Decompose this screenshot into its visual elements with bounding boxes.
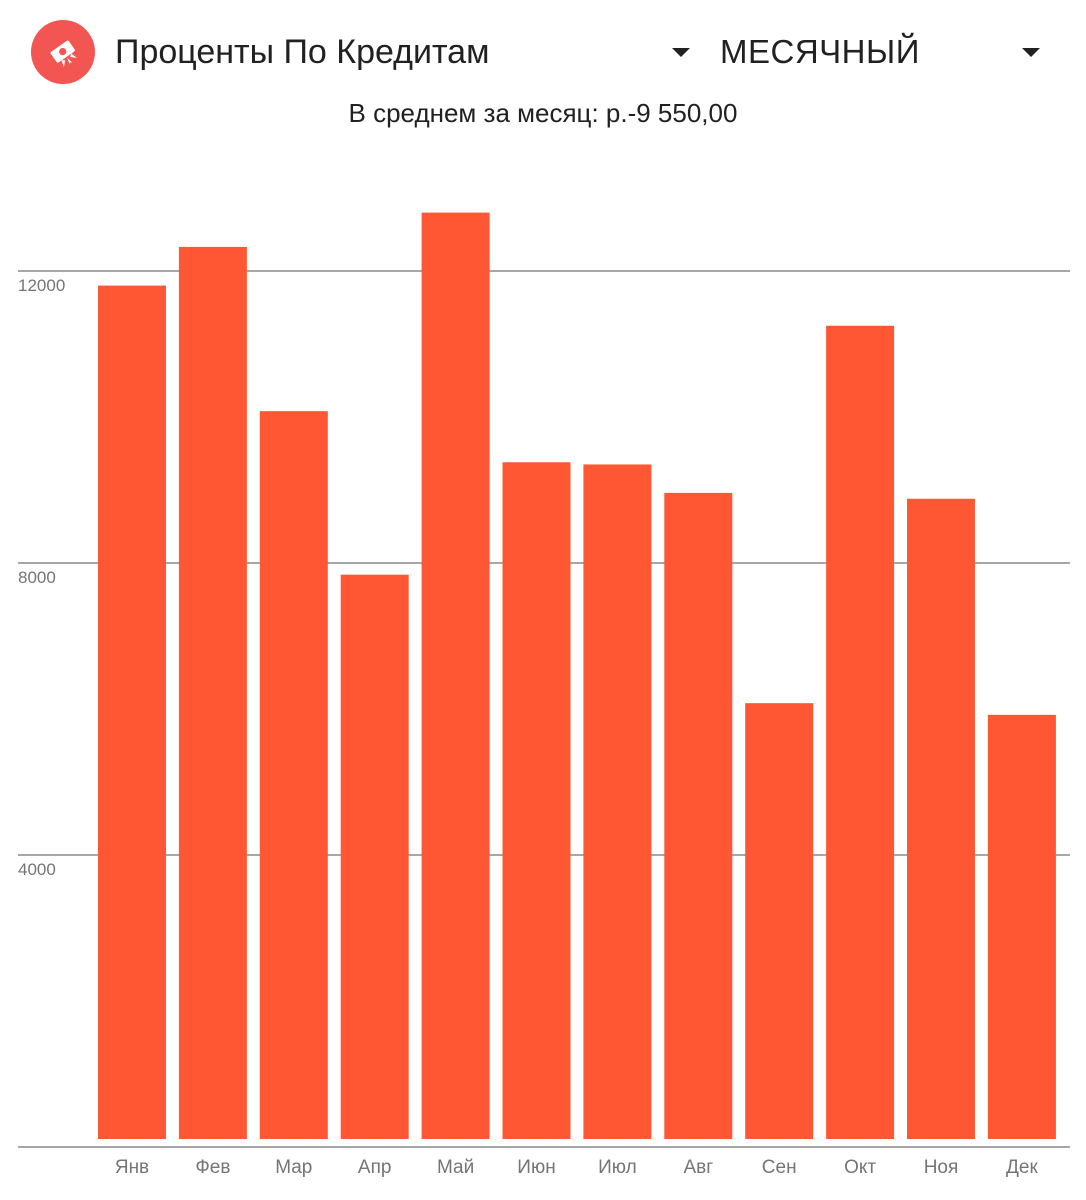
x-tick-label: Мар (275, 1157, 312, 1178)
x-tick-label: Июн (517, 1157, 555, 1178)
x-tick-label: Ноя (924, 1157, 959, 1178)
chevron-down-icon[interactable] (1022, 48, 1040, 57)
category-label: Проценты По Кредитам (115, 32, 490, 71)
bar (826, 325, 895, 1139)
x-tick-label: Янв (115, 1157, 149, 1178)
category-icon-badge[interactable] (31, 20, 95, 84)
monthly-average: В среднем за месяц: р.-9 550,00 (348, 98, 738, 128)
chevron-down-icon[interactable] (672, 48, 690, 57)
bar (502, 462, 571, 1139)
bar (907, 498, 975, 1139)
bar (340, 574, 409, 1139)
bar-chart: 4000 8000 12000 Янв Фев Мар Апр Май Июн Июл Авг Сен… (18, 212, 1070, 1178)
money-rocket-icon (50, 40, 78, 68)
x-tick-label: Сен (762, 1157, 797, 1178)
y-tick-label: 4000 (18, 860, 56, 879)
header: Проценты По Кредитам МЕСЯЧНЫЙ (0, 0, 1086, 100)
x-tick-label: Дек (1006, 1157, 1038, 1178)
bar (421, 212, 490, 1140)
bar (583, 464, 652, 1139)
y-tick-label: 8000 (18, 568, 56, 587)
x-tick-label: Авг (683, 1157, 713, 1178)
x-tick-label: Апр (358, 1157, 392, 1178)
period-label: МЕСЯЧНЫЙ (720, 33, 920, 70)
y-tick-label: 12000 (18, 276, 65, 295)
bar (987, 714, 1056, 1139)
x-tick-label: Май (437, 1157, 474, 1178)
bar (259, 411, 328, 1139)
bar (664, 492, 733, 1139)
bar (178, 246, 247, 1139)
category-dropdown[interactable]: Проценты По Кредитам (115, 24, 695, 80)
period-dropdown[interactable]: МЕСЯЧНЫЙ (720, 24, 1060, 80)
bar (98, 285, 166, 1140)
bar (745, 703, 814, 1139)
x-tick-label: Фев (195, 1157, 230, 1178)
x-tick-label: Июл (598, 1157, 637, 1178)
x-tick-label: Окт (844, 1157, 876, 1178)
